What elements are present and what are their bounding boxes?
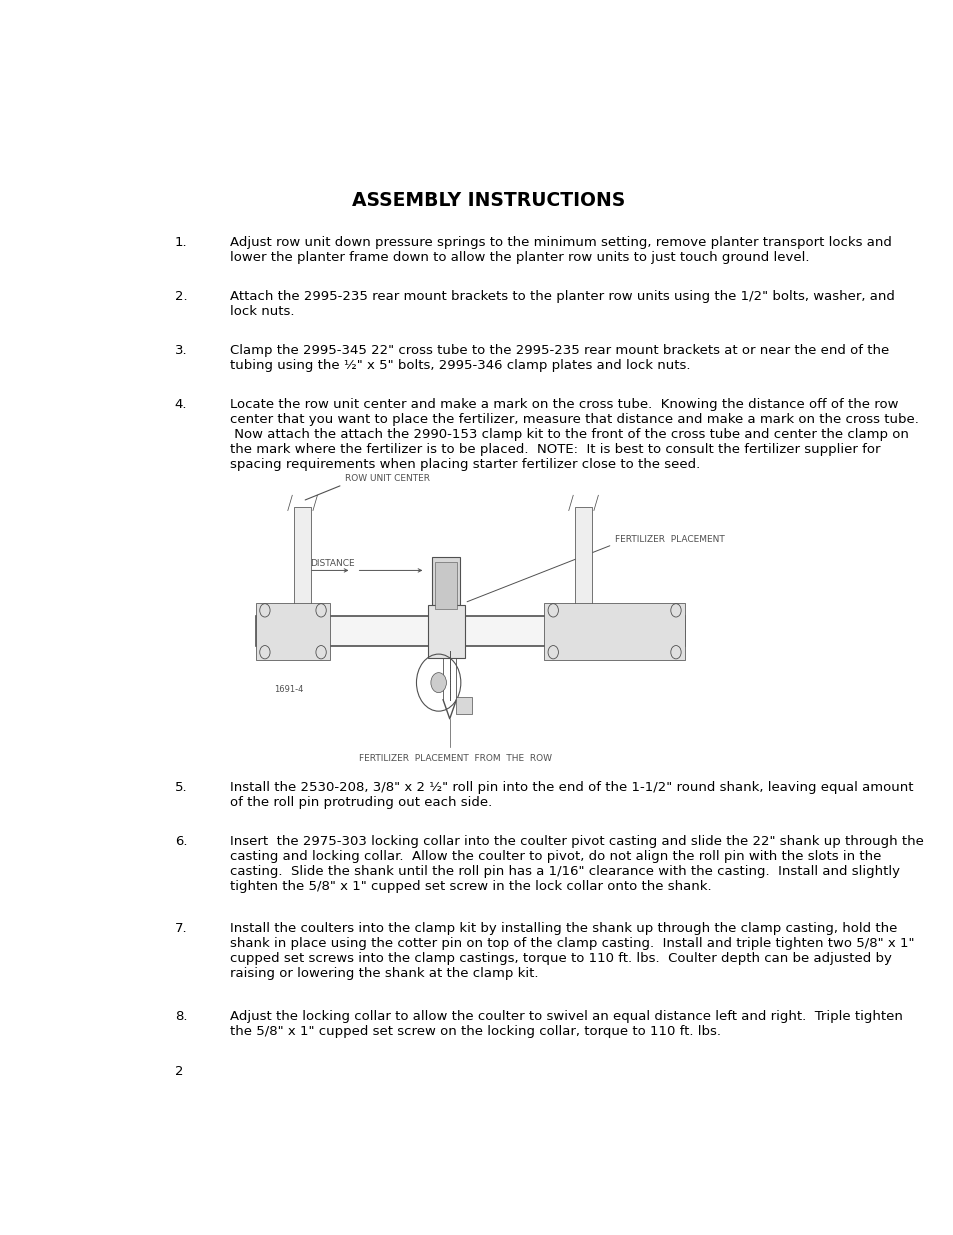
Text: Clamp the 2995-345 22" cross tube to the 2995-235 rear mount brackets at or near: Clamp the 2995-345 22" cross tube to the… xyxy=(230,345,888,372)
Bar xyxy=(544,603,684,659)
Text: ASSEMBLY INSTRUCTIONS: ASSEMBLY INSTRUCTIONS xyxy=(352,191,625,210)
Bar xyxy=(574,506,592,616)
Bar xyxy=(255,603,330,659)
Text: 4.: 4. xyxy=(174,399,187,411)
Bar xyxy=(294,506,311,616)
Text: Adjust the locking collar to allow the coulter to swivel an equal distance left : Adjust the locking collar to allow the c… xyxy=(230,1010,902,1037)
Text: FERTILIZER  PLACEMENT  FROM  THE  ROW: FERTILIZER PLACEMENT FROM THE ROW xyxy=(358,753,552,763)
Text: 6.: 6. xyxy=(174,835,187,847)
Text: 3.: 3. xyxy=(174,345,187,357)
Text: Adjust row unit down pressure springs to the minimum setting, remove planter tra: Adjust row unit down pressure springs to… xyxy=(230,236,891,264)
Text: Insert  the 2975-303 locking collar into the coulter pivot casting and slide the: Insert the 2975-303 locking collar into … xyxy=(230,835,923,893)
Bar xyxy=(255,616,684,646)
Text: 8.: 8. xyxy=(174,1010,187,1023)
Text: 1691-4: 1691-4 xyxy=(274,684,304,694)
Text: 2: 2 xyxy=(174,1066,183,1078)
Text: Locate the row unit center and make a mark on the cross tube.  Knowing the dista: Locate the row unit center and make a ma… xyxy=(230,399,918,472)
Text: DISTANCE: DISTANCE xyxy=(310,559,355,568)
Text: FERTILIZER  PLACEMENT: FERTILIZER PLACEMENT xyxy=(614,536,723,545)
Text: 2.: 2. xyxy=(174,290,187,303)
Bar xyxy=(432,557,459,614)
Text: Install the 2530-208, 3/8" x 2 ½" roll pin into the end of the 1-1/2" round shan: Install the 2530-208, 3/8" x 2 ½" roll p… xyxy=(230,781,913,809)
Text: Install the coulters into the clamp kit by installing the shank up through the c: Install the coulters into the clamp kit … xyxy=(230,923,914,981)
Bar xyxy=(427,605,464,658)
Text: 7.: 7. xyxy=(174,923,187,935)
Text: ROW UNIT CENTER: ROW UNIT CENTER xyxy=(344,474,429,483)
Text: 5.: 5. xyxy=(174,781,187,794)
Bar xyxy=(435,562,456,609)
Text: 1.: 1. xyxy=(174,236,187,248)
Text: Attach the 2995-235 rear mount brackets to the planter row units using the 1/2" : Attach the 2995-235 rear mount brackets … xyxy=(230,290,894,317)
Bar xyxy=(456,697,472,714)
Circle shape xyxy=(431,673,446,693)
